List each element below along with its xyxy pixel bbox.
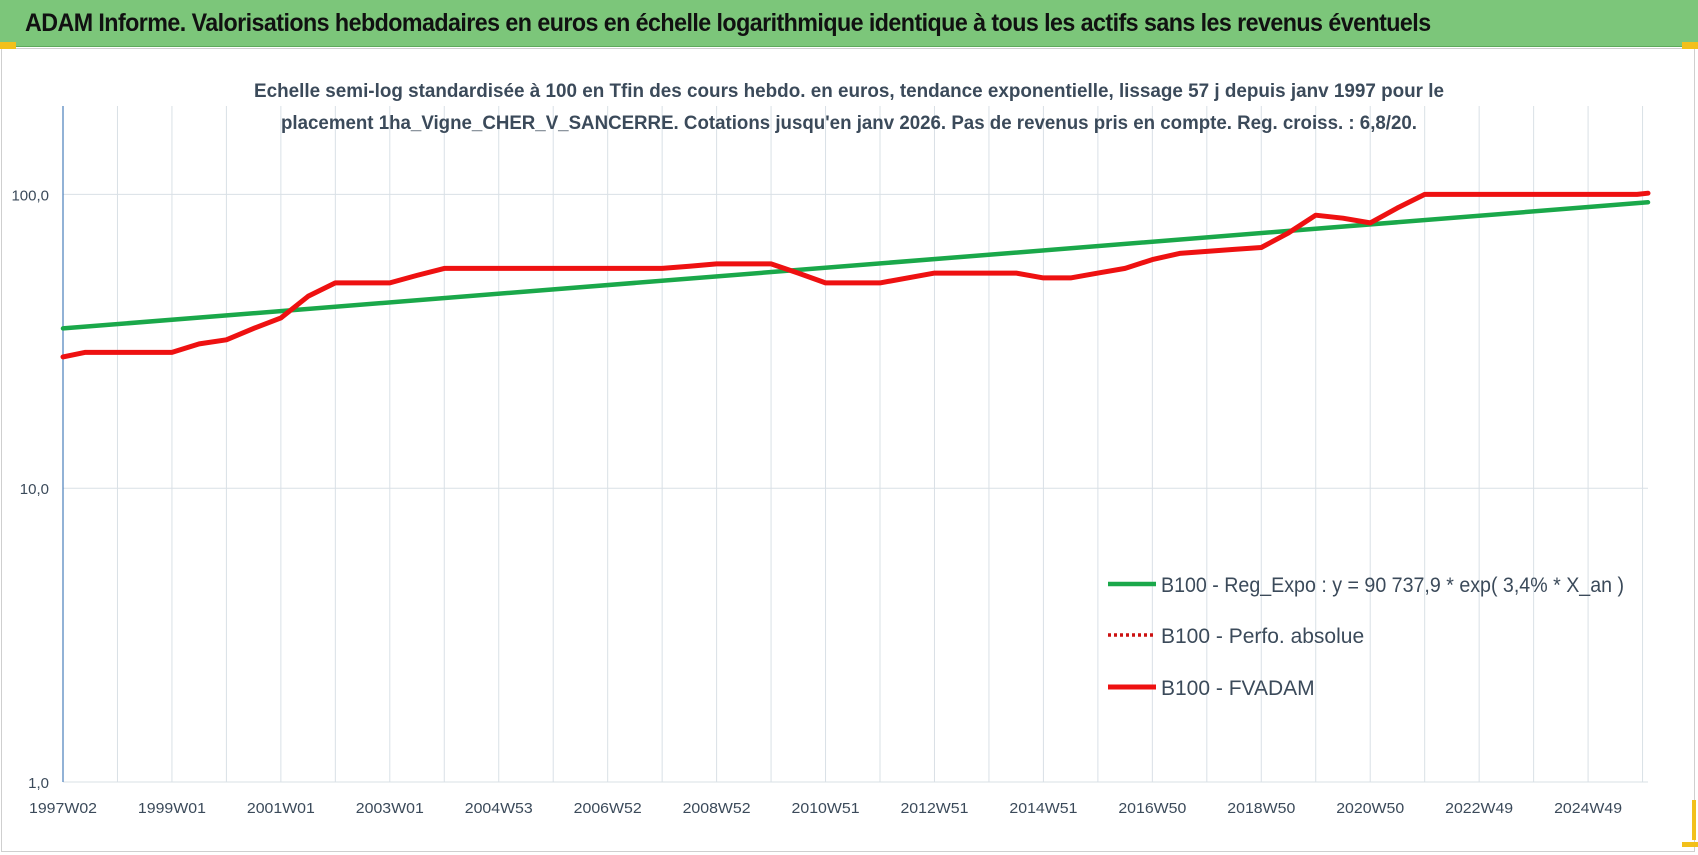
legend-label-perfo: B100 - Perfo. absolue	[1161, 625, 1364, 648]
x-tick-label-12: 2020W50	[1336, 800, 1404, 817]
x-tick-label-5: 2006W52	[574, 800, 642, 817]
x-tick-label-3: 2003W01	[356, 800, 424, 817]
title-banner: ADAM Informe. Valorisations hebdomadaire…	[0, 0, 1698, 47]
x-axis-ticks: 1997W02 1999W01 2001W01 2003W01 2004W53 2006W…	[29, 800, 1622, 817]
resize-handle-top-left[interactable]	[0, 42, 16, 49]
series-line-0	[60, 200, 1651, 331]
chart-title-line-1: Echelle semi-log standardisée à 100 en T…	[254, 81, 1444, 102]
x-tick-label-9: 2014W51	[1009, 800, 1077, 817]
x-tick-label-2: 2001W01	[247, 800, 315, 817]
x-tick-label-6: 2008W52	[683, 800, 751, 817]
x-tick-label-1: 1999W01	[138, 800, 206, 817]
resize-handle-bottom-right[interactable]	[1682, 842, 1698, 847]
resize-handle-right[interactable]	[1692, 800, 1696, 840]
legend: B100 - Reg_Expo : y = 90 737,9 * exp( 3,…	[1108, 574, 1624, 700]
series-line-2	[60, 190, 1651, 360]
series-layer	[60, 190, 1651, 360]
grid-layer	[62, 106, 1648, 783]
y-tick-label-1: 10,0	[20, 481, 49, 498]
legend-label-regression: B100 - Reg_Expo : y = 90 737,9 * exp( 3,…	[1161, 574, 1624, 597]
x-tick-label-0: 1997W02	[29, 800, 97, 817]
x-tick-label-4: 2004W53	[465, 800, 533, 817]
y-axis-ticks: 1,0 10,0 100,0	[11, 187, 49, 792]
legend-label-fvadam: B100 - FVADAM	[1161, 677, 1315, 700]
banner-title: ADAM Informe. Valorisations hebdomadaire…	[25, 9, 1431, 37]
x-tick-label-8: 2012W51	[900, 800, 968, 817]
x-tick-label-10: 2016W50	[1118, 800, 1186, 817]
y-tick-label-2: 100,0	[11, 187, 49, 204]
x-tick-label-13: 2022W49	[1445, 800, 1513, 817]
y-tick-label-0: 1,0	[28, 775, 49, 792]
chart-frame	[1, 48, 1695, 852]
x-tick-label-7: 2010W51	[792, 800, 860, 817]
resize-handle-top-right[interactable]	[1682, 42, 1698, 49]
chart-title-line-2: placement 1ha_Vigne_CHER_V_SANCERRE. Cot…	[281, 113, 1417, 134]
x-tick-label-14: 2024W49	[1554, 800, 1622, 817]
x-tick-label-11: 2018W50	[1227, 800, 1295, 817]
